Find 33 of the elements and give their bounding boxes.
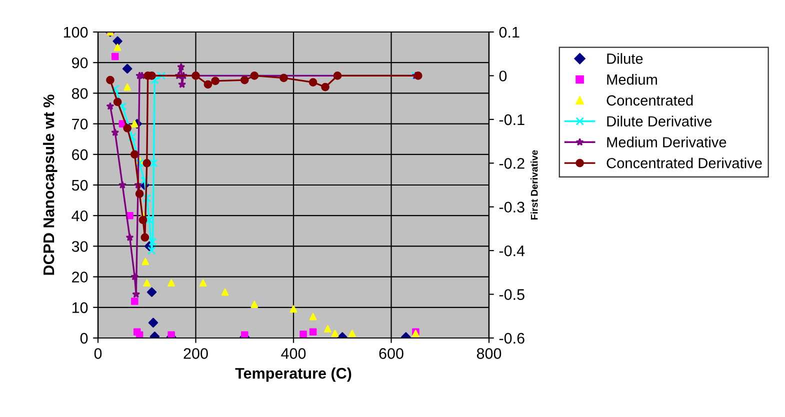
x-tick-label: 0 [94, 348, 102, 359]
y2-tick-label: 0.1 [499, 26, 520, 38]
y2-tick-label: 0 [499, 70, 507, 82]
y-tick-label: 100 [64, 26, 88, 38]
legend-label: Dilute Derivative [607, 116, 712, 127]
x-axis-title: Temperature (C) [235, 368, 352, 382]
y-tick-label: 80 [72, 88, 88, 99]
y-tick-label: 20 [72, 272, 88, 282]
y2-tick-label: -0.6 [499, 332, 524, 344]
x-tick-label: 600 [379, 348, 404, 359]
x-tick-label: 200 [184, 348, 208, 359]
y-tick-label: 40 [72, 210, 88, 222]
legend-label: Dilute [607, 53, 643, 64]
y-tick-label: 10 [72, 302, 88, 314]
y2-axis-title: First Derivative [530, 150, 538, 220]
y-tick-label: 60 [72, 149, 88, 160]
y2-tick-label: -0.5 [499, 289, 524, 300]
y-tick-label: 70 [72, 118, 88, 130]
y2-tick-label: -0.3 [499, 202, 524, 213]
x-tick-label: 800 [476, 348, 502, 359]
y2-tick-label: -0.1 [499, 114, 524, 126]
y-axis-title: DCPD Nanocapsule wt % [42, 94, 58, 275]
y2-tick-label: -0.2 [499, 158, 524, 169]
legend-label: Concentrated Derivative [606, 158, 762, 168]
y-tick-label: 90 [72, 57, 88, 68]
legend-label: Concentrated [606, 94, 693, 106]
x-tick-label: 400 [281, 348, 306, 359]
legend-label: Medium Derivative [607, 136, 726, 148]
y-tick-label: 0 [80, 332, 88, 344]
legend-label: Medium [607, 74, 657, 85]
y-tick-label: 30 [72, 241, 88, 252]
y-tick-label: 50 [72, 180, 88, 191]
y2-tick-label: -0.4 [499, 245, 525, 256]
